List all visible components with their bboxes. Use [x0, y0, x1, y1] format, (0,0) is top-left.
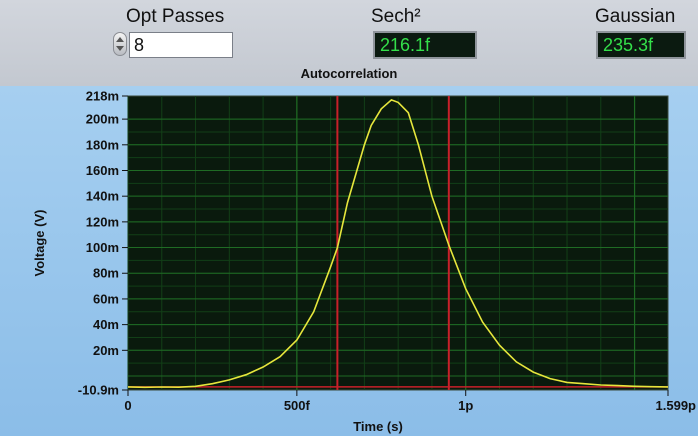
opt-passes-input[interactable]	[129, 32, 233, 58]
y-tick-label: 40m	[93, 317, 119, 332]
x-tick-label: 1.599p	[656, 398, 697, 413]
x-axis-label: Time (s)	[353, 419, 403, 434]
y-tick-label: 100m	[86, 240, 119, 255]
y-tick-label: 60m	[93, 291, 119, 306]
y-tick-label: 20m	[93, 343, 119, 358]
y-tick-label: 140m	[86, 189, 119, 204]
gaussian-indicator: 235.3f	[596, 31, 686, 59]
sech-label: Sech²	[371, 6, 421, 27]
stepper-up-icon[interactable]	[116, 37, 124, 42]
y-tick-label: 80m	[93, 266, 119, 281]
x-tick-label: 500f	[284, 398, 311, 413]
control-panel: Opt Passes Sech² 216.1f Gaussian 235.3f …	[0, 0, 698, 86]
y-tick-label: -10.9m	[78, 383, 119, 398]
autocorrelation-trace	[127, 98, 669, 389]
stepper-down-icon[interactable]	[116, 46, 124, 51]
y-tick-label: 200m	[86, 112, 119, 127]
gaussian-label: Gaussian	[595, 6, 676, 27]
graph-title: Autocorrelation	[300, 66, 398, 81]
y-axis-label: Voltage (V)	[32, 210, 47, 277]
y-tick-label: 160m	[86, 163, 119, 178]
y-tick-label: 218m	[86, 89, 119, 104]
y-tick-label: 180m	[86, 137, 119, 152]
opt-passes-stepper[interactable]	[113, 32, 127, 56]
x-tick-label: 1p	[458, 398, 473, 413]
sech-indicator: 216.1f	[373, 31, 477, 59]
y-tick-label: 120m	[86, 214, 119, 229]
opt-passes-label: Opt Passes	[126, 6, 225, 27]
x-tick-label: 0	[124, 398, 131, 413]
